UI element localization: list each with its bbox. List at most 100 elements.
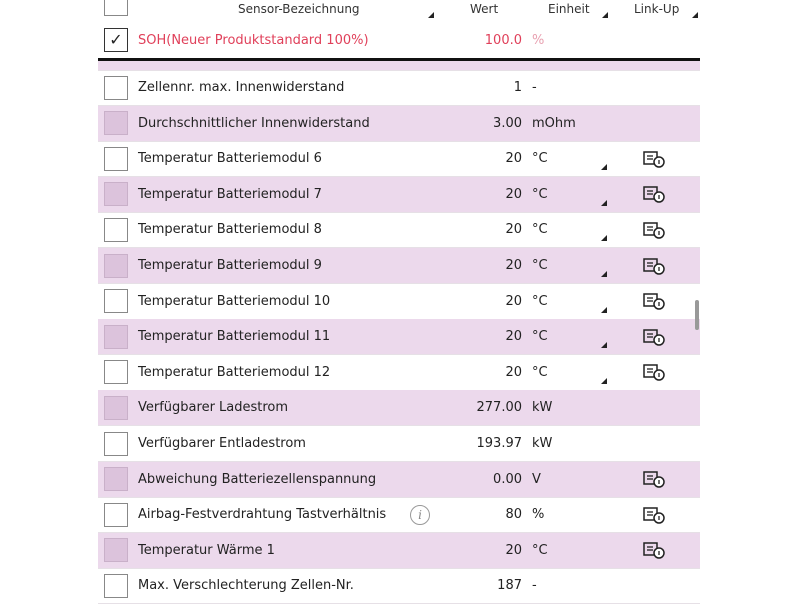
select-all-checkbox[interactable]	[104, 0, 128, 16]
sensor-name: Verfügbarer Ladestrom	[138, 400, 289, 416]
sensor-name: SOH(Neuer Produktstandard 100%)	[138, 32, 369, 48]
row-checkbox[interactable]	[104, 111, 128, 136]
sensor-value: 20	[505, 186, 522, 202]
unit-dropdown-icon[interactable]	[601, 306, 607, 313]
sort-icon[interactable]	[692, 12, 698, 18]
table-row[interactable]: Verfügbarer Entladestrom 193.97 kW	[98, 426, 700, 462]
table-header: Sensor-Bezeichnung Wert Einheit Link-Up	[98, 0, 700, 22]
sensor-unit: V	[532, 471, 541, 487]
sensor-unit: °C	[532, 542, 548, 558]
sensor-unit: °C	[532, 329, 548, 345]
table-row[interactable]: Temperatur Batteriemodul 9 20 °C	[98, 248, 700, 284]
sensor-value: 20	[505, 293, 522, 309]
unit-dropdown-icon[interactable]	[601, 164, 607, 171]
sensor-name: Zellennr. max. Innenwiderstand	[138, 80, 345, 95]
row-checkbox[interactable]	[104, 573, 128, 598]
sensor-name: Abweichung Batteriezellenspannung	[138, 471, 377, 487]
table-row[interactable]: Durchschnittlicher Innenwiderstand 3.00 m…	[98, 105, 700, 142]
header-value[interactable]: Wert	[470, 2, 499, 16]
sensor-value: 20	[505, 258, 522, 273]
link-up-icon[interactable]	[643, 470, 667, 488]
sensor-name: Temperatur Batteriemodul 6	[138, 151, 322, 167]
info-icon[interactable]: i	[410, 504, 430, 525]
sort-icon[interactable]	[428, 12, 434, 18]
row-checkbox[interactable]	[104, 395, 128, 420]
table-row[interactable]: Temperatur Batteriemodul 6 20 °C	[98, 141, 700, 178]
link-up-icon[interactable]	[643, 292, 667, 310]
checkbox-checked[interactable]: ✓	[104, 28, 128, 52]
sensor-value: 3.00	[493, 115, 522, 131]
selected-row[interactable]: ✓ SOH(Neuer Produktstandard 100%) 100.0 …	[98, 22, 700, 61]
table-row[interactable]: Temperatur Batteriemodul 11 20 °C	[98, 319, 700, 356]
row-checkbox[interactable]	[104, 324, 128, 349]
sensor-value: 277.00	[476, 400, 523, 416]
row-checkbox[interactable]	[104, 146, 128, 171]
table-row[interactable]: Airbag-Festverdrahtung Tastverhältnis i 80…	[98, 497, 700, 534]
sensor-name: Temperatur Batteriemodul 10	[138, 293, 331, 309]
row-checkbox[interactable]	[104, 217, 128, 242]
sensor-name: Airbag-Festverdrahtung Tastverhältnis	[138, 507, 387, 523]
header-link[interactable]: Link-Up	[634, 2, 680, 16]
unit-dropdown-icon[interactable]	[601, 271, 607, 277]
table-row[interactable]: Temperatur Batteriemodul 10 20 °C	[98, 284, 700, 320]
sort-icon[interactable]	[602, 12, 608, 18]
link-up-icon[interactable]	[643, 506, 667, 524]
header-sensor[interactable]: Sensor-Bezeichnung	[238, 2, 360, 16]
unit-dropdown-icon[interactable]	[601, 342, 607, 349]
table-row[interactable]: Temperatur Wärme 1 20 °C	[98, 532, 700, 569]
sensor-unit: -	[532, 578, 537, 594]
sensor-value: 187	[497, 578, 522, 594]
hidden-row-sliver	[98, 61, 700, 71]
link-up-icon[interactable]	[643, 150, 667, 168]
sensor-unit: kW	[532, 436, 553, 451]
table-row[interactable]: Abweichung Batteriezellenspannung 0.00 V	[98, 461, 700, 498]
sensor-name: Temperatur Batteriemodul 9	[138, 258, 322, 273]
link-up-icon[interactable]	[643, 257, 667, 275]
sensor-unit: °C	[532, 186, 548, 202]
row-checkbox[interactable]	[104, 182, 128, 207]
unit-dropdown-icon[interactable]	[601, 235, 607, 242]
table-row[interactable]: Temperatur Batteriemodul 7 20 °C	[98, 176, 700, 213]
row-checkbox[interactable]	[104, 289, 128, 314]
sensor-value: 20	[505, 329, 522, 345]
row-checkbox[interactable]	[104, 467, 128, 492]
link-up-icon[interactable]	[643, 363, 667, 382]
link-up-icon[interactable]	[643, 221, 667, 239]
sensor-unit: %	[532, 507, 545, 523]
header-unit[interactable]: Einheit	[548, 2, 590, 16]
sensor-unit: °C	[532, 258, 548, 273]
table-row[interactable]: Temperatur Batteriemodul 12 20 °C	[98, 355, 700, 391]
link-up-icon[interactable]	[643, 328, 667, 346]
sensor-value: 193.97	[476, 436, 523, 451]
sensor-unit: kW	[532, 400, 553, 416]
table-row[interactable]: Zellennr. max. Innenwiderstand 1 -	[98, 70, 700, 106]
scrollbar[interactable]	[695, 300, 699, 330]
unit-dropdown-icon[interactable]	[601, 377, 607, 384]
sensor-value: 20	[505, 542, 522, 558]
row-checkbox[interactable]	[104, 502, 128, 527]
row-checkbox[interactable]	[104, 75, 128, 100]
unit-dropdown-icon[interactable]	[601, 199, 607, 206]
table-row[interactable]: Verfügbarer Ladestrom 277.00 kW	[98, 390, 700, 427]
table-row[interactable]: Max. Verschlechterung Zellen-Nr. 187 -	[98, 568, 700, 604]
sensor-name: Temperatur Wärme 1	[138, 542, 275, 558]
row-checkbox[interactable]	[104, 538, 128, 563]
row-checkbox[interactable]	[104, 360, 128, 385]
sensor-value: 20	[505, 364, 522, 380]
row-checkbox[interactable]	[104, 431, 128, 456]
table-row[interactable]: Temperatur Batteriemodul 8 20 °C	[98, 212, 700, 249]
sensor-value: 100.0	[484, 32, 522, 48]
link-up-icon[interactable]	[643, 541, 667, 560]
sensor-unit: mOhm	[532, 115, 576, 131]
sensor-value: 80	[505, 507, 522, 523]
sensor-unit: °C	[532, 364, 548, 380]
sensor-unit: °C	[532, 222, 548, 238]
sensor-value: 1	[513, 80, 522, 95]
sensor-value: 0.00	[493, 471, 522, 487]
sensor-name: Temperatur Batteriemodul 12	[138, 364, 331, 380]
row-checkbox[interactable]	[104, 253, 128, 278]
sensor-value: 20	[505, 151, 522, 167]
sensor-name: Verfügbarer Entladestrom	[138, 436, 306, 451]
sensor-name: Temperatur Batteriemodul 8	[138, 222, 322, 238]
link-up-icon[interactable]	[643, 185, 667, 204]
